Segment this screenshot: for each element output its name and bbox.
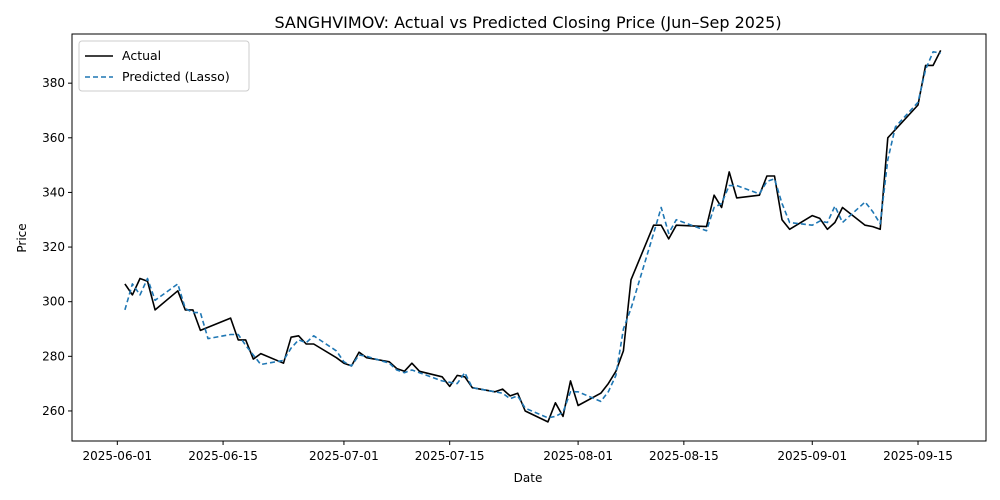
y-axis: 260 280 300 320 340 360 380 [42,76,72,418]
x-axis-label: Date [514,471,543,485]
y-tick-label: 320 [42,240,65,254]
y-axis-label: Price [15,223,29,252]
plot-frame [71,33,987,442]
y-tick-label: 340 [42,185,65,199]
y-tick-label: 280 [42,349,65,363]
plot-area: 2025-06-01 2025-06-15 2025-07-01 2025-07-15… [42,33,987,463]
series-layer [124,50,942,423]
x-tick-label: 2025-09-15 [883,449,953,463]
x-tick-label: 2025-08-01 [543,449,613,463]
x-tick-label: 2025-07-01 [309,449,379,463]
series-line-predicted [124,50,941,419]
legend: Actual Predicted (Lasso) [78,40,250,92]
legend-label-predicted: Predicted (Lasso) [122,69,230,84]
x-tick-label: 2025-08-15 [649,449,719,463]
x-tick-label: 2025-06-01 [82,449,152,463]
y-tick-label: 260 [42,404,65,418]
legend-label-actual: Actual [122,48,161,63]
x-tick-label: 2025-09-01 [777,449,847,463]
x-axis: 2025-06-01 2025-06-15 2025-07-01 2025-07-15… [82,441,953,463]
chart-title: SANGHVIMOV: Actual vs Predicted Closing … [274,13,781,32]
x-tick-label: 2025-07-15 [415,449,485,463]
series-line-actual [124,50,942,423]
legend-box [78,40,250,92]
y-tick-label: 360 [42,131,65,145]
y-tick-label: 300 [42,295,65,309]
y-tick-label: 380 [42,76,65,90]
x-tick-label: 2025-06-15 [188,449,258,463]
